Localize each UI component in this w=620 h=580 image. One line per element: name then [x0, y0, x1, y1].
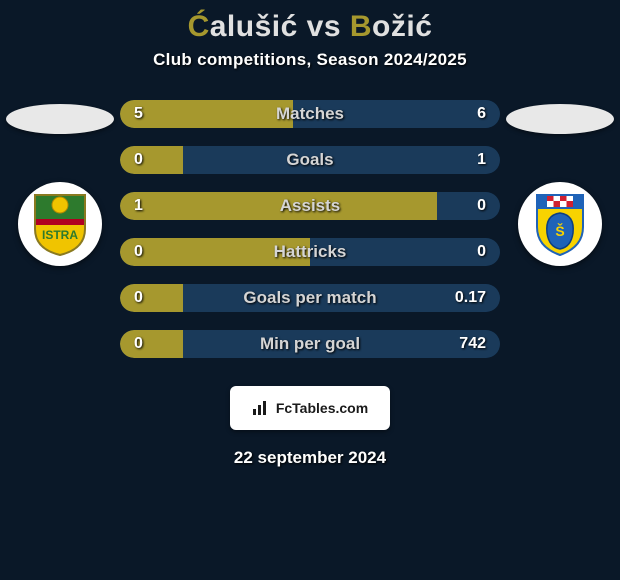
stat-row: 0 0.17 Goals per match [120, 284, 500, 312]
stat-row: 0 1 Goals [120, 146, 500, 174]
stat-value-left: 0 [134, 243, 143, 261]
stat-row: 0 742 Min per goal [120, 330, 500, 358]
stat-value-left: 0 [134, 335, 143, 353]
svg-text:ISTRA: ISTRA [42, 228, 78, 242]
stat-value-left: 1 [134, 197, 143, 215]
left-crest-icon: ISTRA [25, 189, 95, 259]
svg-text:Š: Š [555, 222, 564, 239]
stat-fill-left [120, 146, 183, 174]
right-crest-wrap: Š [518, 182, 602, 266]
stat-label: Min per goal [260, 334, 360, 354]
stat-row: 5 6 Matches [120, 100, 500, 128]
stat-value-right: 1 [477, 151, 486, 169]
brand-bars-icon [252, 399, 270, 417]
stat-label: Assists [280, 196, 340, 216]
stat-label: Goals per match [243, 288, 376, 308]
right-player-ellipse [506, 104, 614, 134]
stat-value-left: 5 [134, 105, 143, 123]
stat-fill-left [120, 100, 293, 128]
stat-value-left: 0 [134, 151, 143, 169]
stat-label: Matches [276, 104, 344, 124]
stat-value-right: 0 [477, 243, 486, 261]
stat-value-right: 6 [477, 105, 486, 123]
stat-value-right: 0.17 [455, 289, 486, 307]
stat-value-right: 0 [477, 197, 486, 215]
stat-rows: 5 6 Matches 0 1 Goals 1 0 Assists 0 0 Hattricks 0 0.1… [120, 100, 500, 358]
brand-text: FcTables.com [276, 400, 368, 416]
subtitle: Club competitions, Season 2024/2025 [0, 50, 620, 70]
stat-label: Goals [286, 150, 333, 170]
left-player-ellipse [6, 104, 114, 134]
brand-badge: FcTables.com [230, 386, 390, 430]
stat-label: Hattricks [274, 242, 347, 262]
date-text: 22 september 2024 [0, 448, 620, 468]
right-side-col: Š [500, 100, 620, 266]
stat-fill-left [120, 284, 183, 312]
stat-fill-left [120, 192, 437, 220]
stat-fill-right [183, 146, 500, 174]
stat-fill-left [120, 330, 183, 358]
stat-row: 1 0 Assists [120, 192, 500, 220]
stat-value-right: 742 [459, 335, 486, 353]
left-side-col: ISTRA [0, 100, 120, 266]
stat-value-left: 0 [134, 289, 143, 307]
stat-row: 0 0 Hattricks [120, 238, 500, 266]
right-crest-icon: Š [525, 189, 595, 259]
left-crest-wrap: ISTRA [18, 182, 102, 266]
page-title: Ćalušić vs Božić [0, 0, 620, 44]
comparison-content: ISTRA [0, 100, 620, 358]
stat-fill-right [437, 192, 500, 220]
